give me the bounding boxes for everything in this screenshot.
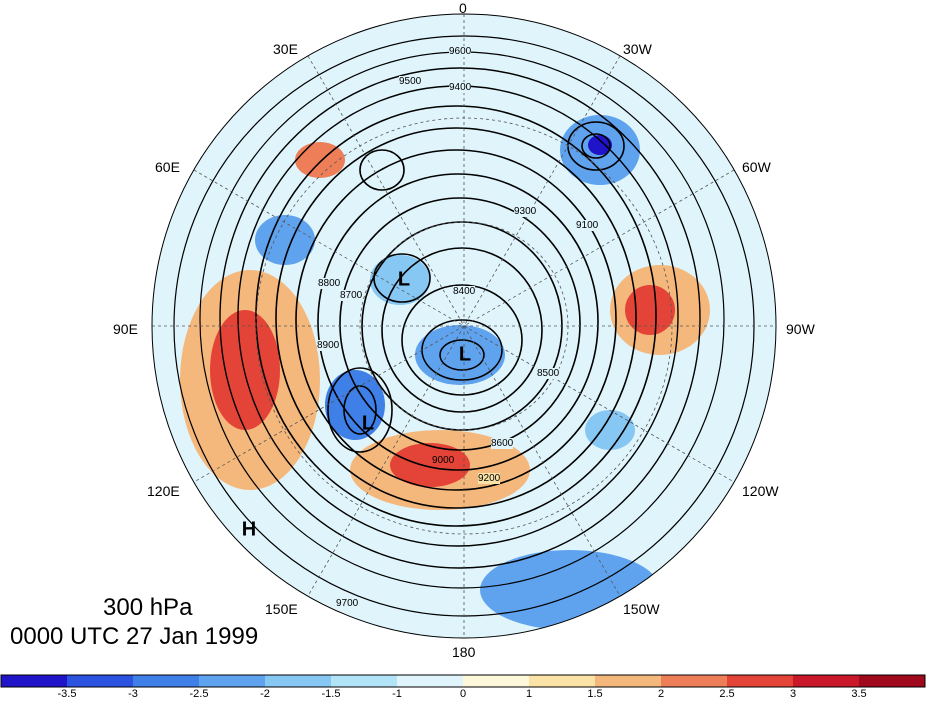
warm-anomaly-west-core [210,310,280,430]
warm-anomaly-south-core [390,443,470,487]
longitude-label-90e: 90E [113,321,138,337]
colorbar-box-8 [529,675,595,687]
cold-anomaly-north-east-core [588,135,612,155]
colorbar-box-2 [133,675,199,687]
contour-label-8700: 8700 [340,290,363,301]
longitude-label-150w: 150W [623,601,660,617]
colorbar-box-10 [661,675,727,687]
contour-label-9200: 9200 [478,473,501,484]
contour-north-low [359,149,405,191]
colorbar-box-11 [727,675,793,687]
colorbar-box-13 [859,675,925,687]
contour-8700 [381,247,543,413]
longitude-label-120w: 120W [742,483,779,499]
colorbar-box-4 [265,675,331,687]
high-pressure-marker: H [241,518,257,541]
colorbar-tick: 3 [789,688,797,700]
colorbar [0,674,926,688]
colorbar-tick: 2.5 [719,688,735,700]
colorbar-tick: 0 [459,688,467,700]
contour-label-9500: 9500 [399,76,422,87]
low-pressure-marker: L [458,343,472,366]
cold-anomaly-west [255,215,315,265]
longitude-label-30w: 30W [623,41,652,57]
cold-anomaly-low-3 [325,370,385,440]
contour-9000 [317,173,599,471]
colorbar-tick: 2 [657,688,665,700]
contour-label-9700: 9700 [336,598,359,609]
longitude-label-60e: 60E [155,159,180,175]
longitude-label-30e: 30E [273,41,298,57]
contour-low-1 [373,253,431,303]
longitude-label-180: 180 [452,644,476,660]
parallel-70 [359,221,569,431]
colorbar-box-1 [67,675,133,687]
low-pressure-marker: L [361,412,375,435]
colorbar-tick: -1.5 [321,688,341,700]
colorbar-tick: 1 [525,688,533,700]
colorbar-box-12 [793,675,859,687]
longitude-label-60w: 60W [742,159,771,175]
colorbar-tick: -3.5 [57,688,77,700]
contour-label-9100: 9100 [576,220,599,231]
contour-label-9000: 9000 [432,455,455,466]
colorbar-tick: -3 [128,688,138,700]
contour-label-8500: 8500 [537,368,560,379]
colorbar-tick: 1.5 [587,688,603,700]
contour-ne-low-inner [581,133,611,159]
colorbar-box-5 [331,675,397,687]
cold-anomaly-south-east [585,410,635,450]
colorbar-box-3 [199,675,265,687]
colorbar-box-6 [397,675,463,687]
contour-8900 [339,197,581,451]
low-pressure-marker: L [397,268,411,291]
longitude-label-90w: 90W [786,321,815,337]
contour-label-8400: 8400 [453,286,476,297]
contour-low-3-inner [343,385,377,435]
contour-label-8600: 8600 [491,438,514,449]
colorbar-frame [0,674,926,688]
cold-anomaly-low-2 [415,325,505,385]
contour-label-8800: 8800 [318,278,341,289]
colorbar-box-7 [463,675,529,687]
pressure-level-label: 300 hPa [103,594,193,621]
contour-label-9300: 9300 [514,206,537,217]
valid-time-label: 0000 UTC 27 Jan 1999 [10,623,259,650]
colorbar-tick: -2 [260,688,270,700]
longitude-label-120e: 120E [147,483,180,499]
warm-anomaly-east-core [625,285,675,335]
colorbar-box-0 [1,675,67,687]
contour-9100 [295,149,617,491]
colorbar-tick: 3.5 [851,688,867,700]
graticule [152,14,776,638]
contour-9200 [275,127,637,509]
longitude-label-150e: 150E [265,601,298,617]
longitude-label-0: 0 [459,0,467,16]
contour-label-9400: 9400 [449,82,472,93]
contour-8400 [439,339,485,371]
colorbar-tick: -1 [392,688,402,700]
cold-anomaly-low-1 [370,255,430,305]
map-boundary [151,13,777,639]
contour-label-8900: 8900 [317,340,340,351]
colorbar-tick: -2.5 [189,688,209,700]
parallel-50 [255,117,673,535]
meridian-60w-120e [193,169,735,483]
contour-9300 [255,105,657,527]
contour-9500 [219,67,701,569]
contour-8600 [401,284,523,396]
contour-label-9600: 9600 [449,46,472,57]
contour-low-3-outer [327,367,393,453]
colorbar-box-9 [595,675,661,687]
